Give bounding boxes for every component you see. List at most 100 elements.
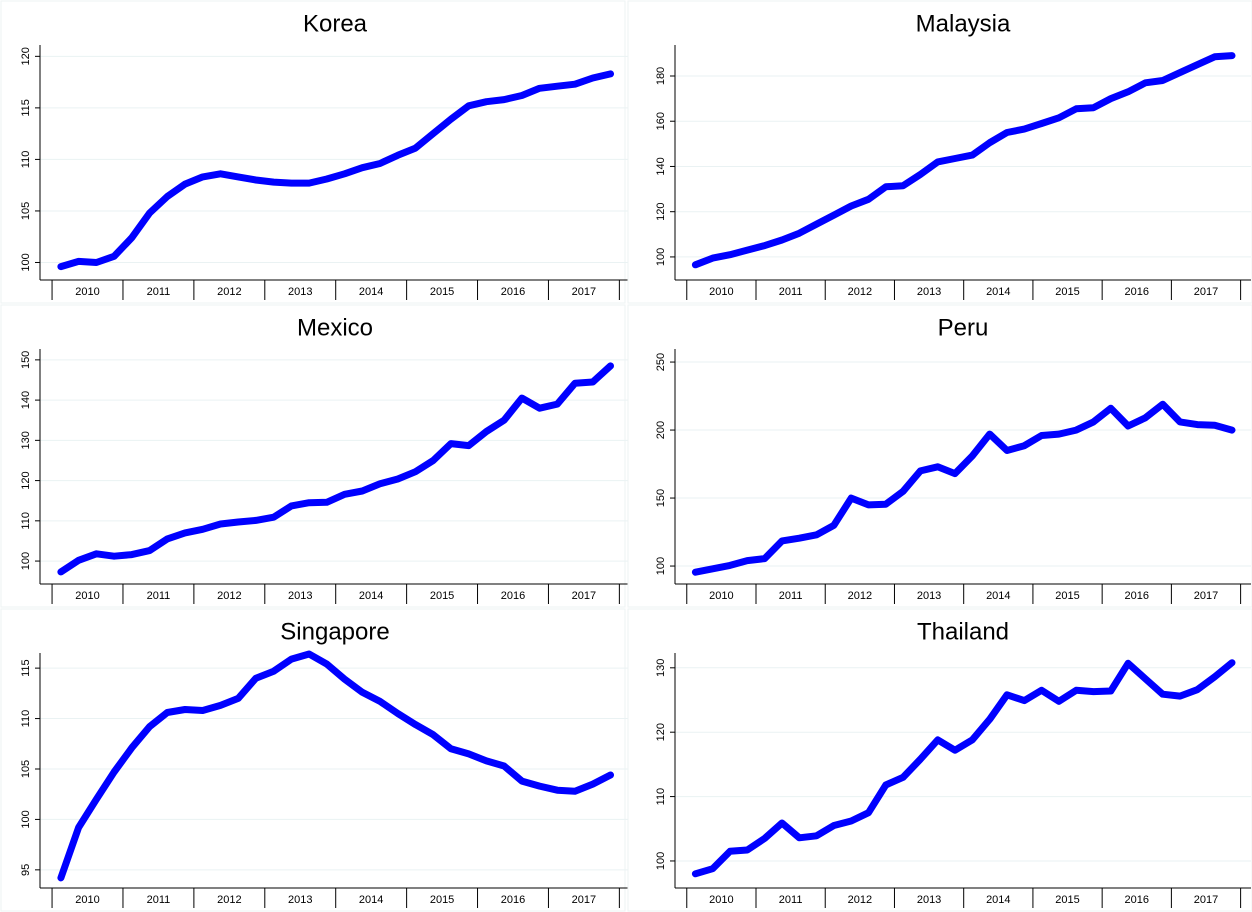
x-tick-label: 2015 [1055,894,1079,906]
x-tick-label: 2012 [848,590,872,602]
panel-title: Korea [303,10,368,37]
y-tick-label: 150 [20,351,32,369]
series-line [691,400,1236,576]
panel-frame [0,0,626,304]
y-tick-label: 115 [20,99,32,117]
y-tick-label: 250 [655,353,667,371]
x-tick-label: 2015 [1055,590,1079,602]
y-tick-label: 120 [20,47,32,65]
series-line [57,70,614,271]
y-tick-label: 115 [20,659,32,677]
x-tick-label: 2017 [572,286,596,298]
y-tick-label: 100 [655,248,667,266]
x-tick-label: 2010 [709,286,733,298]
x-tick-label: 2012 [848,894,872,906]
y-tick-label: 180 [655,67,667,85]
y-tick-label: 100 [655,557,667,575]
y-tick-label: 105 [20,202,32,220]
x-tick-label: 2013 [288,286,312,298]
x-tick-label: 2011 [779,286,803,298]
x-tick-label: 2014 [359,894,383,906]
x-tick-label: 2013 [917,286,941,298]
x-tick-label: 2011 [147,286,171,298]
x-tick-label: 2010 [75,286,99,298]
panel: Peru 100 150 200 250 2010 2011 2012 2013 2014 2015… [627,304,1252,608]
panel-title: Mexico [297,314,373,341]
x-tick-label: 2013 [917,590,941,602]
x-tick-label: 2017 [1194,894,1218,906]
panel-frame [627,304,1252,608]
panel: Mexico 100 110 120 130 140 150 2010 2011 2012 2013… [0,304,630,608]
x-tick-label: 2016 [1125,286,1149,298]
x-tick-label: 2016 [501,590,525,602]
x-tick-label: 2012 [217,894,241,906]
x-tick-label: 2015 [430,590,454,602]
x-tick-label: 2014 [359,590,383,602]
x-tick-label: 2016 [1125,590,1149,602]
x-tick-label: 2016 [1125,894,1149,906]
y-tick-label: 110 [20,710,32,728]
y-tick-label: 120 [20,471,32,489]
y-tick-label: 100 [20,253,32,271]
x-tick-label: 2017 [572,894,596,906]
x-tick-label: 2015 [1055,286,1079,298]
panel-title: Singapore [280,618,389,645]
y-tick-label: 110 [20,151,32,169]
x-tick-label: 2016 [501,286,525,298]
series-line [57,650,614,882]
x-tick-label: 2016 [501,894,525,906]
y-tick-label: 160 [655,112,667,130]
panel-frame [0,304,626,608]
x-tick-label: 2010 [709,894,733,906]
x-tick-label: 2014 [986,286,1010,298]
y-tick-label: 95 [20,864,32,876]
x-tick-label: 2017 [1194,286,1218,298]
y-tick-label: 105 [20,760,32,778]
x-tick-label: 2010 [709,590,733,602]
x-tick-label: 2011 [147,590,171,602]
x-tick-label: 2013 [288,894,312,906]
y-tick-label: 120 [655,723,667,741]
x-tick-label: 2012 [217,286,241,298]
series-line [691,52,1236,269]
x-tick-label: 2010 [75,590,99,602]
series-line [691,659,1236,878]
x-tick-label: 2011 [779,590,803,602]
y-tick-label: 130 [655,659,667,677]
y-tick-label: 100 [20,552,32,570]
series-line [57,362,614,576]
x-tick-label: 2012 [848,286,872,298]
panel: Korea 100 105 110 115 120 2010 2011 2012 2013 2014… [0,0,630,304]
x-tick-label: 2011 [779,894,803,906]
y-tick-label: 140 [20,391,32,409]
x-tick-label: 2010 [75,894,99,906]
x-tick-label: 2014 [986,590,1010,602]
panel-title: Malaysia [916,10,1011,37]
x-tick-label: 2013 [917,894,941,906]
panel: Thailand 100 110 120 130 2010 2011 2012 2013 2014… [627,608,1252,912]
y-tick-label: 140 [655,157,667,175]
y-tick-label: 200 [655,421,667,439]
x-tick-label: 2014 [986,894,1010,906]
panel: Singapore 95 100 105 110 115 2010 2011 2012 2013 2… [0,608,630,912]
x-tick-label: 2014 [359,286,383,298]
x-tick-label: 2011 [147,894,171,906]
x-tick-label: 2015 [430,894,454,906]
x-tick-label: 2017 [572,590,596,602]
panel: Malaysia 100 120 140 160 180 2010 2011 2012 2013 2… [627,0,1252,304]
x-tick-label: 2012 [217,590,241,602]
y-tick-label: 110 [655,788,667,806]
y-tick-label: 100 [655,852,667,870]
y-tick-label: 120 [655,203,667,221]
panel-title: Peru [938,314,989,341]
x-tick-label: 2015 [430,286,454,298]
x-tick-label: 2017 [1194,590,1218,602]
x-tick-label: 2013 [288,590,312,602]
y-tick-label: 150 [655,489,667,507]
y-tick-label: 100 [20,810,32,828]
panel-title: Thailand [917,618,1009,645]
y-tick-label: 130 [20,431,32,449]
panel-frame [627,608,1252,912]
y-tick-label: 110 [20,512,32,530]
